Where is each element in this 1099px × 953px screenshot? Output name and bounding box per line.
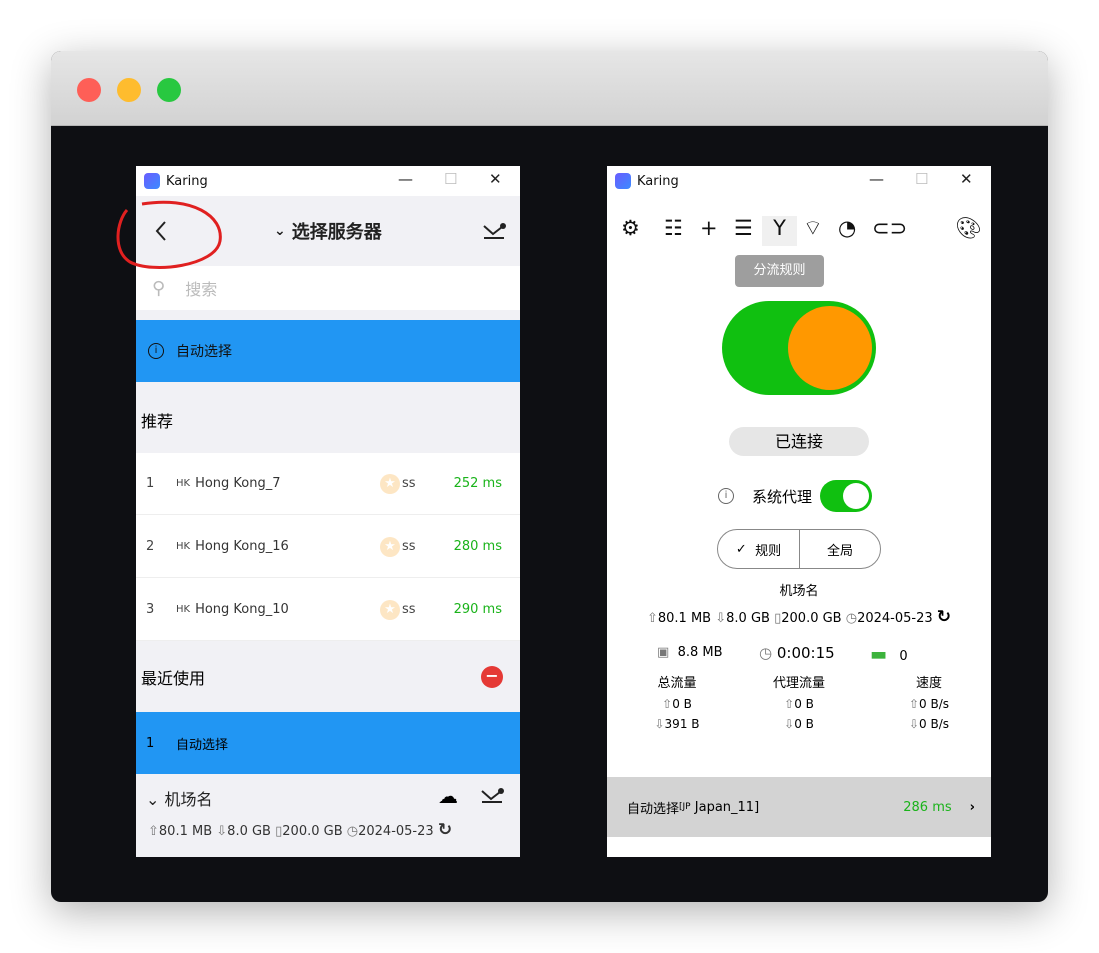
- app-title: Karing: [166, 173, 208, 189]
- latency-test-icon[interactable]: [482, 222, 508, 240]
- back-icon[interactable]: [154, 220, 168, 242]
- zoom-button[interactable]: [157, 78, 181, 102]
- refresh-icon[interactable]: ↻: [437, 820, 453, 840]
- memory-value: 8.8 MB: [677, 645, 723, 660]
- stat-column: 代理流量 ⇧0 B ⇩0 B: [772, 676, 825, 731]
- server-row[interactable]: 1 HK Hong Kong_7 ★ ss 252 ms: [136, 453, 520, 515]
- palette-icon[interactable]: 🎨︎: [955, 216, 982, 240]
- app-logo-icon: [144, 173, 160, 189]
- minimize-icon[interactable]: —: [398, 170, 413, 188]
- mode-selector: ✓ 规则 全局: [717, 529, 881, 569]
- close-icon[interactable]: ✕: [960, 170, 973, 188]
- annotation-circle: [116, 200, 222, 269]
- star-icon[interactable]: ★: [380, 536, 400, 557]
- titlebar: Karing — ☐ ✕: [136, 166, 520, 196]
- link-icon[interactable]: ⊂⊃: [872, 216, 908, 240]
- refresh-icon[interactable]: ↻: [936, 607, 952, 627]
- main-window: Karing — ☐ ✕ ⚙ ☷ + ☰ Y ⌔ ◔ ⊂⊃ 🎨︎ 分流规则 已连…: [607, 166, 991, 857]
- add-icon[interactable]: +: [700, 216, 718, 240]
- settings-icon[interactable]: ⚙: [621, 216, 640, 240]
- group-usage: ⇧80.1 MB ⇩8.0 GB ▯200.0 GB ◷2024-05-23 ↻: [646, 607, 952, 627]
- star-icon[interactable]: ★: [380, 599, 400, 620]
- group-name: 机场名: [779, 584, 819, 599]
- group-name: 机场名: [164, 790, 213, 809]
- cloud-download-icon[interactable]: ☁: [438, 784, 458, 808]
- server-row[interactable]: 3 HK Hong Kong_10 ★ ss 290 ms: [136, 579, 520, 641]
- tooltip: 分流规则: [735, 255, 824, 287]
- mode-global-button[interactable]: 全局: [826, 543, 853, 559]
- page-title: 选择服务器: [291, 222, 382, 243]
- auto-select-label: 自动选择: [176, 344, 232, 360]
- latency-test-icon[interactable]: [480, 788, 506, 804]
- maximize-icon[interactable]: ☐: [915, 170, 929, 188]
- memory-icon: ▣: [657, 645, 670, 660]
- current-latency: 286 ms: [903, 799, 952, 815]
- connection-status: 已连接: [729, 427, 869, 456]
- mode-rule-button[interactable]: ✓ 规则: [718, 530, 800, 568]
- info-icon[interactable]: i: [148, 343, 164, 359]
- group-usage: ⇧80.1 MB ⇩8.0 GB ▯200.0 GB ◷2024-05-23 ↻: [148, 820, 453, 840]
- mac-titlebar: [51, 51, 1048, 126]
- server-select-window: Karing — ☐ ✕ ⌄ 选择服务器 ⚲ 搜索 i 自动选择 推荐 1 HK…: [136, 166, 520, 857]
- search-bar[interactable]: ⚲ 搜索: [136, 266, 520, 310]
- uptime-value: 0:00:15: [776, 644, 835, 662]
- system-proxy-toggle[interactable]: [820, 480, 873, 512]
- current-server-bar[interactable]: 自动选择 [JP Japan_11] 286 ms ›: [607, 777, 991, 837]
- close-button[interactable]: [77, 78, 101, 102]
- info-icon[interactable]: i: [718, 488, 734, 504]
- search-input[interactable]: 搜索: [185, 280, 218, 299]
- header: ⌄ 选择服务器: [136, 196, 520, 266]
- search-icon: ⚲: [152, 277, 166, 299]
- chevron-right-icon[interactable]: ›: [969, 799, 975, 815]
- star-icon[interactable]: ★: [380, 473, 400, 494]
- stat-column: 总流量 ⇧0 B ⇩391 B: [654, 676, 700, 731]
- auto-select-item[interactable]: i 自动选择: [136, 320, 520, 382]
- recommended-heading: 推荐: [136, 382, 520, 453]
- toggle-knob: [788, 306, 872, 390]
- app-logo-icon: [615, 173, 631, 189]
- stat-column: 速度 ⇧0 B/s ⇩0 B/s: [908, 676, 950, 731]
- maximize-icon[interactable]: ☐: [444, 170, 458, 188]
- speedometer-icon[interactable]: ◔: [838, 216, 857, 240]
- titlebar: Karing — ☐ ✕: [607, 166, 991, 196]
- minimize-icon[interactable]: —: [869, 170, 884, 188]
- chevron-down-icon[interactable]: ⌄: [146, 790, 160, 809]
- routing-rules-icon[interactable]: Y: [762, 216, 797, 246]
- chevron-double-down-icon[interactable]: ⌄: [274, 223, 286, 239]
- connect-toggle[interactable]: [722, 301, 876, 395]
- server-row[interactable]: 2 HK Hong Kong_16 ★ ss 280 ms: [136, 516, 520, 578]
- group-section: ⌄ 机场名 ☁ ⇧80.1 MB ⇩8.0 GB ▯200.0 GB ◷2024…: [136, 774, 520, 857]
- connections-value: 0: [899, 649, 908, 664]
- close-icon[interactable]: ✕: [489, 170, 502, 188]
- app-title: Karing: [637, 173, 679, 189]
- list-icon[interactable]: ☷: [664, 216, 683, 240]
- minimize-button[interactable]: [117, 78, 141, 102]
- system-proxy-label: 系统代理: [752, 487, 813, 506]
- clock-icon: ◷: [759, 644, 773, 662]
- network-icon[interactable]: ⌔: [803, 216, 823, 240]
- clear-recent-icon[interactable]: −: [481, 665, 503, 688]
- monitor-icon: ▬: [870, 644, 888, 665]
- recent-heading: 最近使用 −: [136, 641, 520, 712]
- recent-item[interactable]: 1 自动选择: [136, 712, 520, 774]
- servers-icon[interactable]: ☰: [734, 216, 753, 240]
